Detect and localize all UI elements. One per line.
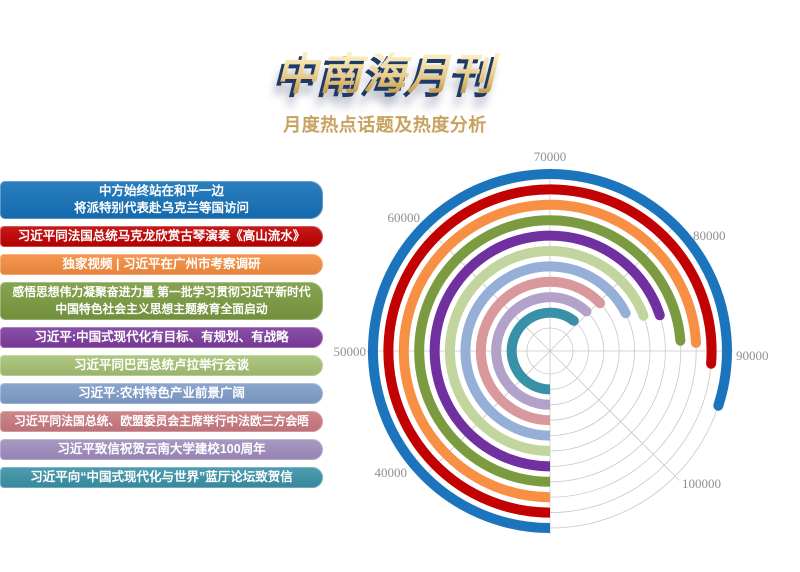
heat-arc-endcap-10 — [568, 315, 579, 326]
axis-tick-label-70000: 70000 — [534, 149, 567, 164]
axis-tick-label-40000: 40000 — [375, 465, 408, 480]
topic-list: 中方始终站在和平一边 将派特别代表赴乌克兰等国访问习近平同法国总统马克龙欣赏古琴… — [0, 181, 323, 495]
heat-arc-topic-8 — [475, 276, 604, 426]
grid-radial-line — [420, 350, 551, 481]
grid-circle — [387, 188, 713, 514]
topic-bar-label: 感悟思想伟力凝聚奋进力量 第一批学习贯彻习近平新时代 中国特色社会主义思想主题教… — [12, 285, 311, 316]
grid-circle — [526, 327, 574, 375]
heat-arc-topic-2 — [383, 184, 717, 518]
topic-bar-label: 习近平同法国总统、欧盟委员会主席举行中法欧三方会晤 — [14, 414, 309, 428]
page-title-text: 中南海月刊 — [240, 51, 530, 99]
grid-circle — [495, 296, 605, 406]
topic-bar-label: 习近平向“中国式现代化与世界”蓝厅论坛致贺信 — [30, 470, 293, 484]
heat-arc-endcap-3 — [691, 338, 701, 348]
page-title-shadow: 中南海月刊 — [236, 55, 526, 103]
topic-bar-10: 习近平向“中国式现代化与世界”蓝厅论坛致贺信 — [0, 467, 323, 488]
grid-circle — [372, 173, 728, 529]
heat-arc-endcap-8 — [595, 298, 606, 309]
heat-arc-endcap-5 — [654, 310, 665, 321]
topic-bar-label: 习近平致信祝贺云南大学建校100周年 — [57, 442, 266, 456]
topic-bar-9: 习近平致信祝贺云南大学建校100周年 — [0, 439, 323, 460]
grid-circle — [434, 235, 666, 467]
topic-bar-5: 习近平:中国式现代化有目标、有规划、有战略 — [0, 327, 323, 348]
axis-tick-label-90000: 90000 — [736, 348, 769, 363]
topic-bar-label: 习近平同法国总统马克龙欣赏古琴演奏《高山流水》 — [17, 229, 306, 243]
page-subtitle: 月度热点话题及热度分析 — [283, 115, 487, 135]
heat-arc-topic-7 — [460, 261, 631, 441]
heat-arc-endcap-1 — [713, 400, 724, 411]
heat-arc-endcap-7 — [620, 308, 631, 319]
topic-bar-8: 习近平同法国总统、欧盟委员会主席举行中法欧三方会晤 — [0, 411, 323, 432]
axis-tick-label-100000: 100000 — [682, 476, 721, 491]
grid-radial-line — [420, 221, 551, 352]
grid-circle — [449, 250, 651, 452]
topic-bar-label: 中方始终站在和平一边 将派特别代表赴乌克兰等国访问 — [73, 184, 249, 215]
axis-tick-label-50000: 50000 — [334, 344, 367, 359]
grid-circle — [403, 204, 697, 498]
grid-radial-line — [549, 350, 680, 481]
page-title: 中南海月刊 中南海月刊 — [240, 51, 530, 110]
grid-circle — [464, 265, 635, 436]
topic-bar-label: 独家视频 | 习近平在广州市考察调研 — [62, 257, 261, 271]
heat-arc-topic-9 — [491, 292, 590, 410]
heat-arc-topic-10 — [506, 307, 577, 395]
topic-bar-label: 习近平同巴西总统卢拉举行会谈 — [73, 358, 249, 372]
grid-circle — [418, 219, 682, 483]
axis-tick-label-80000: 80000 — [693, 228, 726, 243]
topic-bar-label: 习近平:中国式现代化有目标、有规划、有战略 — [34, 330, 289, 344]
heat-arc-topic-1 — [367, 169, 732, 533]
heat-arc-endcap-4 — [675, 335, 686, 346]
heat-arc-topic-5 — [429, 230, 665, 472]
axis-tick-label-60000: 60000 — [388, 210, 421, 225]
topic-bar-6: 习近平同巴西总统卢拉举行会谈 — [0, 355, 323, 376]
topic-bar-7: 习近平:农村特色产业前景广阔 — [0, 383, 323, 404]
topic-bar-2: 习近平同法国总统马克龙欣赏古琴演奏《高山流水》 — [0, 226, 323, 247]
topic-bar-label: 习近平:农村特色产业前景广阔 — [78, 386, 245, 400]
heat-arc-endcap-2 — [706, 358, 717, 369]
grid-radial-line — [549, 221, 680, 352]
heat-arc-endcap-9 — [581, 306, 592, 317]
topic-bar-3: 独家视频 | 习近平在广州市考察调研 — [0, 254, 323, 275]
heat-arc-topic-4 — [414, 215, 686, 487]
heat-arc-endcap-6 — [638, 310, 649, 321]
heat-arc-topic-6 — [444, 246, 649, 456]
grid-circle — [511, 312, 589, 390]
heat-arc-topic-3 — [398, 199, 701, 503]
grid-circle — [480, 281, 620, 421]
topic-bar-4: 感悟思想伟力凝聚奋进力量 第一批学习贯彻习近平新时代 中国特色社会主义思想主题教… — [0, 282, 323, 320]
topic-bar-1: 中方始终站在和平一边 将派特别代表赴乌克兰等国访问 — [0, 181, 323, 219]
